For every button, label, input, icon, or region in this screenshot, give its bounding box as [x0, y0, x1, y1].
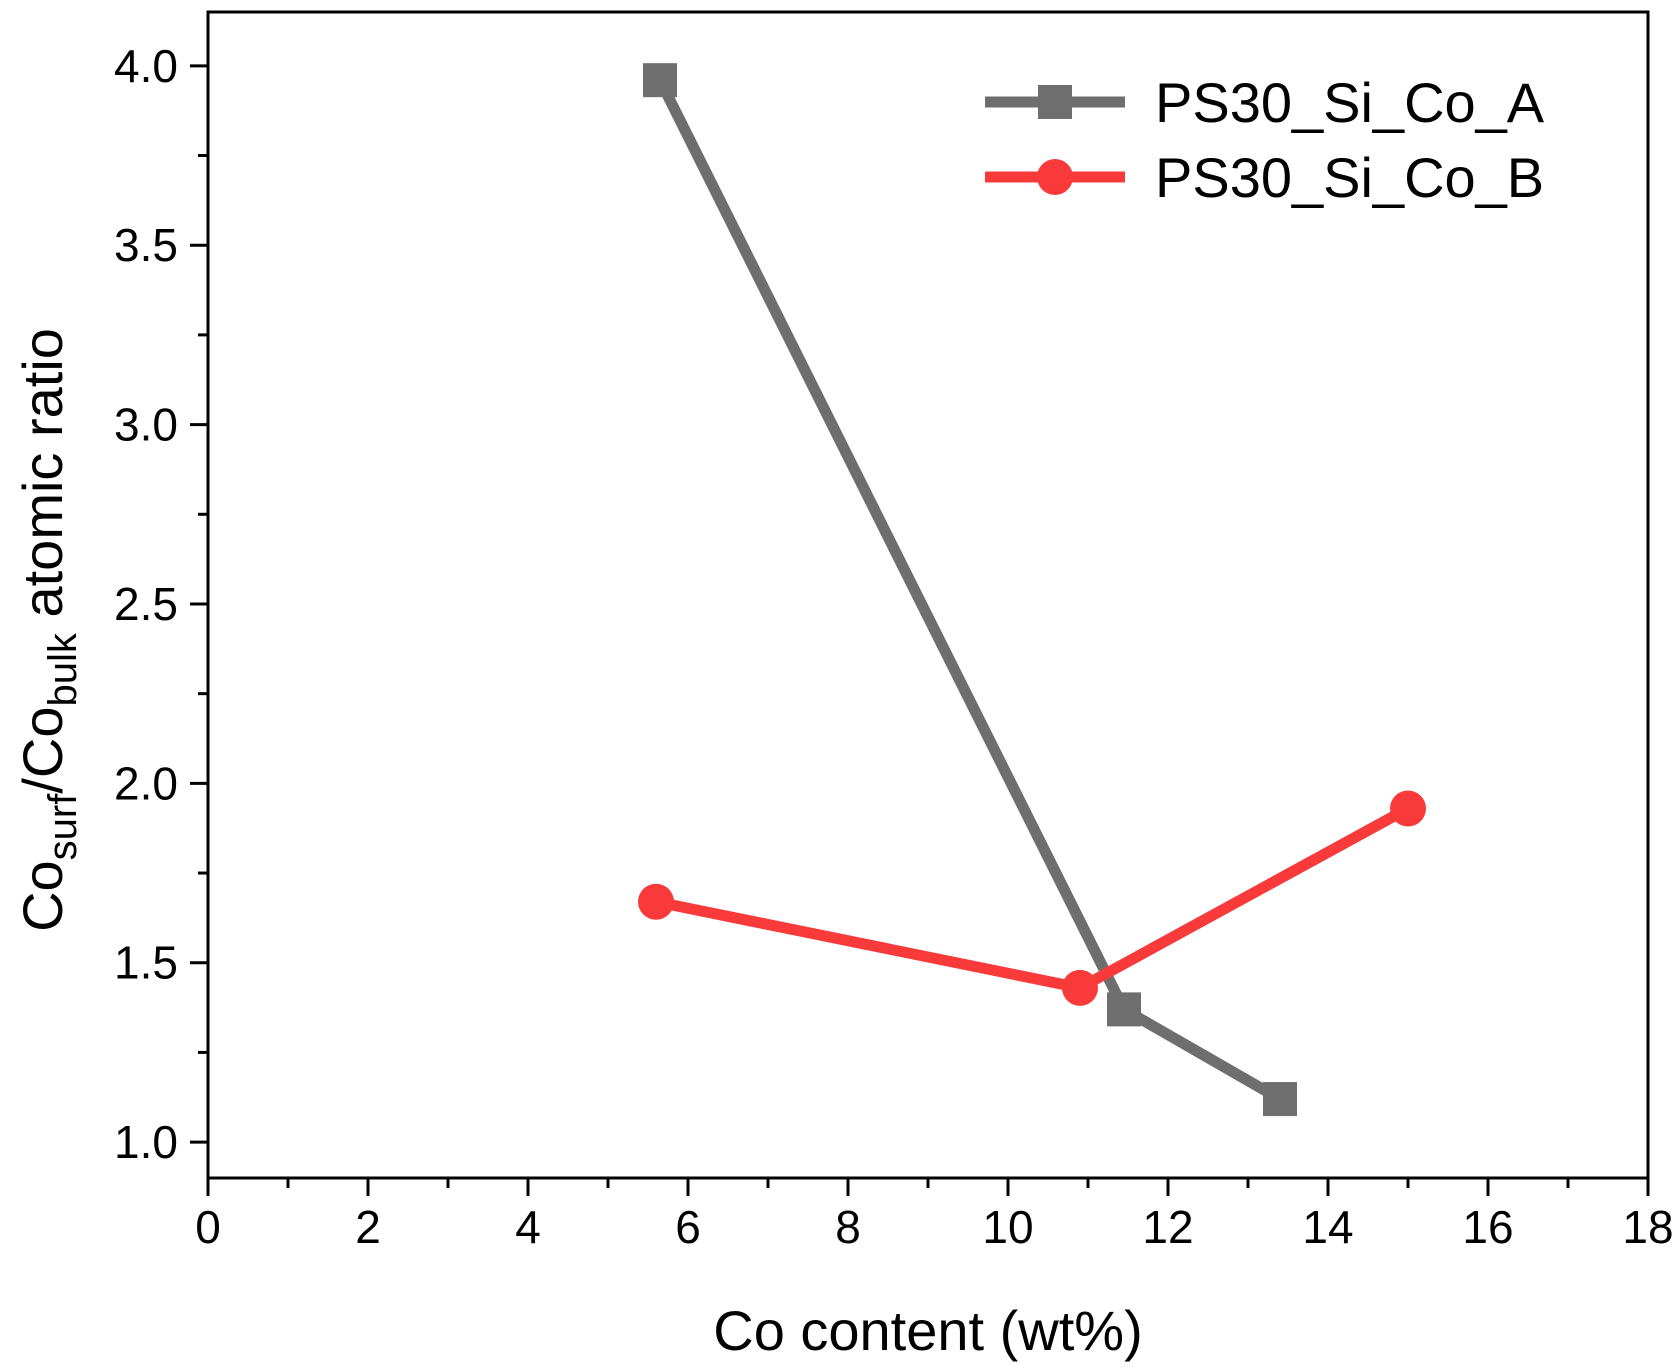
legend-marker — [1037, 159, 1073, 195]
legend-marker — [1038, 85, 1072, 119]
data-point — [1263, 1082, 1297, 1117]
data-point — [1107, 992, 1141, 1027]
y-title-suffix: atomic ratio — [11, 328, 74, 633]
x-axis-ticks: 0 2 4 6 8 10 12 14 16 18 — [195, 1178, 1674, 1253]
series-layer — [638, 63, 1426, 1117]
y-title-sub-bulk: bulk — [41, 632, 85, 706]
data-point — [638, 883, 674, 920]
y-tick-label: 4.0 — [114, 40, 178, 92]
x-tick-label: 4 — [515, 1201, 541, 1253]
series-line — [655, 77, 1283, 1104]
legend: PS30_Si_Co_A PS30_Si_Co_B — [985, 71, 1545, 209]
series-PS30_Si_Co_A — [643, 63, 1297, 1117]
y-title-sub-surf: surf — [41, 793, 85, 861]
x-tick-label: 16 — [1462, 1201, 1513, 1253]
x-tick-label: 10 — [982, 1201, 1033, 1253]
y-axis-title: Cosurf/Cobulk atomic ratio — [11, 328, 85, 932]
y-axis-ticks: 1.0 1.5 2.0 2.5 3.0 3.5 4.0 — [114, 40, 208, 1168]
y-tick-label: 3.5 — [114, 219, 178, 271]
data-point — [1390, 790, 1426, 827]
x-tick-label: 14 — [1302, 1201, 1353, 1253]
legend-item: PS30_Si_Co_A — [985, 71, 1545, 134]
x-axis-title: Co content (wt%) — [713, 1299, 1143, 1362]
legend-label: PS30_Si_Co_B — [1155, 146, 1544, 209]
series-PS30_Si_Co_B — [638, 790, 1426, 1006]
x-tick-label: 6 — [675, 1201, 701, 1253]
legend-item: PS30_Si_Co_B — [985, 146, 1544, 209]
data-point — [643, 63, 677, 98]
x-tick-label: 8 — [835, 1201, 861, 1253]
x-tick-label: 2 — [355, 1201, 381, 1253]
y-tick-label: 1.5 — [114, 937, 178, 989]
legend-label: PS30_Si_Co_A — [1155, 71, 1545, 134]
y-tick-label: 2.5 — [114, 578, 178, 630]
y-title-prefix: Co — [11, 860, 74, 932]
x-tick-label: 12 — [1142, 1201, 1193, 1253]
axes: 0 2 4 6 8 10 12 14 16 18 1.0 1.5 2.0 2.5 3.0 3.5 4.0 — [114, 10, 1674, 1253]
y-tick-label: 1.0 — [114, 1116, 178, 1168]
y-tick-label: 3.0 — [114, 399, 178, 451]
y-title-mid: /Co — [11, 706, 74, 793]
x-tick-label: 18 — [1622, 1201, 1673, 1253]
data-point — [1062, 969, 1098, 1006]
x-tick-label: 0 — [195, 1201, 221, 1253]
y-tick-label: 2.0 — [114, 757, 178, 809]
